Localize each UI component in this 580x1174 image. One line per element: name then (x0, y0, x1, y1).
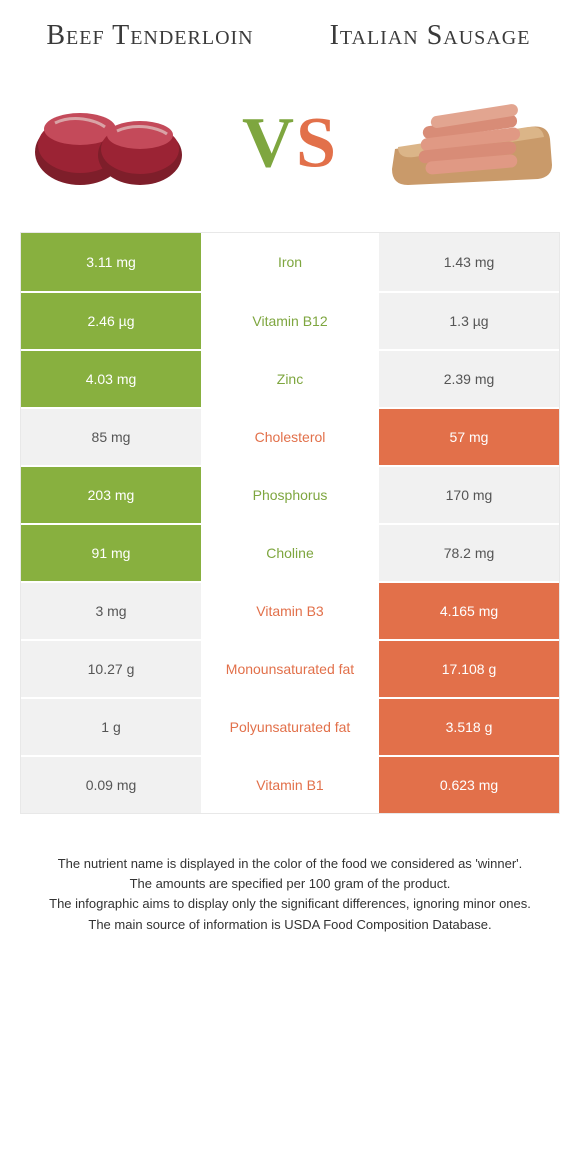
food-title-right: Italian Sausage (310, 20, 550, 52)
value-right: 17.108 g (379, 641, 559, 697)
nutrient-name: Cholesterol (201, 409, 379, 465)
value-left: 91 mg (21, 525, 201, 581)
vs-letter-v: V (242, 103, 296, 183)
table-row: 1 gPolyunsaturated fat3.518 g (21, 697, 559, 755)
vs-letter-s: S (296, 103, 338, 183)
footnote-line: The main source of information is USDA F… (30, 915, 550, 935)
value-right: 57 mg (379, 409, 559, 465)
table-row: 85 mgCholesterol57 mg (21, 407, 559, 465)
value-right: 1.3 µg (379, 293, 559, 349)
nutrient-name: Zinc (201, 351, 379, 407)
value-left: 10.27 g (21, 641, 201, 697)
footnote-line: The infographic aims to display only the… (30, 894, 550, 914)
footnote-line: The amounts are specified per 100 gram o… (30, 874, 550, 894)
table-row: 3 mgVitamin B34.165 mg (21, 581, 559, 639)
nutrient-name: Iron (201, 233, 379, 291)
value-right: 4.165 mg (379, 583, 559, 639)
food-image-right (380, 82, 560, 202)
nutrient-name: Polyunsaturated fat (201, 699, 379, 755)
table-row: 4.03 mgZinc2.39 mg (21, 349, 559, 407)
footnote-line: The nutrient name is displayed in the co… (30, 854, 550, 874)
value-left: 3.11 mg (21, 233, 201, 291)
nutrient-name: Monounsaturated fat (201, 641, 379, 697)
nutrient-name: Vitamin B3 (201, 583, 379, 639)
value-left: 1 g (21, 699, 201, 755)
value-left: 2.46 µg (21, 293, 201, 349)
food-image-left (20, 82, 200, 202)
value-left: 3 mg (21, 583, 201, 639)
footnotes: The nutrient name is displayed in the co… (0, 814, 580, 955)
table-row: 0.09 mgVitamin B10.623 mg (21, 755, 559, 813)
nutrient-name: Vitamin B12 (201, 293, 379, 349)
value-right: 2.39 mg (379, 351, 559, 407)
table-row: 10.27 gMonounsaturated fat17.108 g (21, 639, 559, 697)
value-left: 0.09 mg (21, 757, 201, 813)
table-row: 3.11 mgIron1.43 mg (21, 233, 559, 291)
table-row: 2.46 µgVitamin B121.3 µg (21, 291, 559, 349)
value-right: 1.43 mg (379, 233, 559, 291)
value-left: 203 mg (21, 467, 201, 523)
value-left: 4.03 mg (21, 351, 201, 407)
nutrient-name: Phosphorus (201, 467, 379, 523)
nutrient-name: Choline (201, 525, 379, 581)
value-right: 78.2 mg (379, 525, 559, 581)
table-row: 203 mgPhosphorus170 mg (21, 465, 559, 523)
images-row: VS (0, 62, 580, 232)
vs-label: VS (242, 102, 338, 185)
value-right: 170 mg (379, 467, 559, 523)
table-row: 91 mgCholine78.2 mg (21, 523, 559, 581)
header: Beef Tenderloin Italian Sausage (0, 0, 580, 62)
value-right: 0.623 mg (379, 757, 559, 813)
value-left: 85 mg (21, 409, 201, 465)
nutrient-name: Vitamin B1 (201, 757, 379, 813)
nutrient-table: 3.11 mgIron1.43 mg2.46 µgVitamin B121.3 … (20, 232, 560, 814)
food-title-left: Beef Tenderloin (30, 20, 270, 52)
value-right: 3.518 g (379, 699, 559, 755)
